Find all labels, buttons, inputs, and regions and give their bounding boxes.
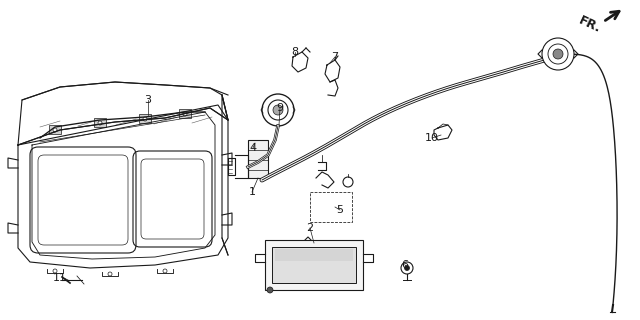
Circle shape <box>542 38 574 70</box>
Text: 7: 7 <box>332 52 339 62</box>
Text: 5: 5 <box>337 205 344 215</box>
Circle shape <box>143 117 147 121</box>
Circle shape <box>183 112 187 116</box>
Bar <box>272 247 356 283</box>
Text: 9: 9 <box>276 103 284 113</box>
Bar <box>275 249 353 261</box>
Circle shape <box>267 287 273 293</box>
Bar <box>265 240 363 290</box>
Circle shape <box>262 94 294 126</box>
Text: 6: 6 <box>401 260 408 270</box>
Text: 10: 10 <box>425 133 439 143</box>
Circle shape <box>98 121 102 125</box>
Bar <box>94 118 106 127</box>
Bar <box>139 114 151 123</box>
Bar <box>179 109 191 118</box>
Text: FR.: FR. <box>577 14 604 36</box>
Bar <box>49 125 61 134</box>
Text: 4: 4 <box>250 143 257 153</box>
Text: 3: 3 <box>145 95 152 105</box>
Text: 2: 2 <box>307 223 314 233</box>
Text: 8: 8 <box>291 47 299 57</box>
Circle shape <box>404 266 410 270</box>
Circle shape <box>53 128 57 132</box>
Text: 1: 1 <box>248 187 255 197</box>
Circle shape <box>273 105 283 115</box>
Circle shape <box>553 49 563 59</box>
Bar <box>248 140 268 178</box>
Text: 11: 11 <box>53 273 67 283</box>
Bar <box>310 192 352 222</box>
